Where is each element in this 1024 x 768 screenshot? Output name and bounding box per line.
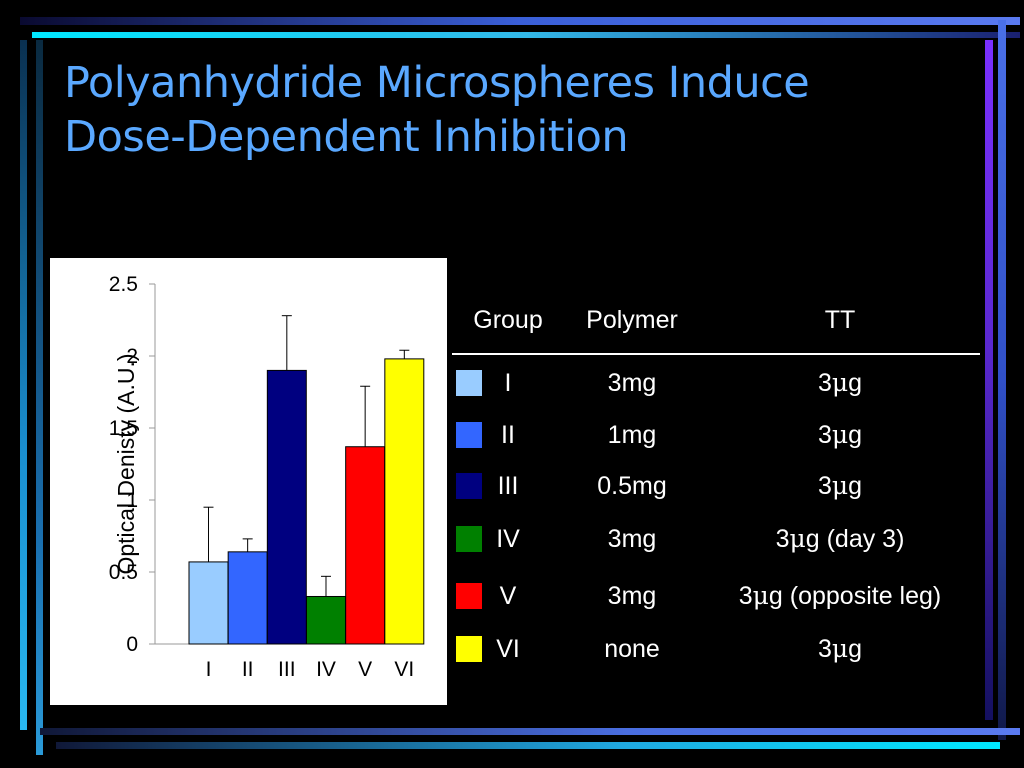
bar [384, 358, 425, 645]
tt-dose-number: 3 [738, 582, 753, 610]
x-category-label: III [278, 658, 296, 681]
table-row: III 0.5mg 3μg [452, 469, 982, 503]
tt-cell: 3μg [818, 418, 862, 452]
group-cell: V [499, 582, 517, 610]
header-divider [452, 353, 980, 355]
bar [266, 369, 307, 645]
table-row: II 1mg 3μg [452, 418, 982, 452]
tt-cell: 3μg [818, 632, 862, 666]
y-axis-label: Optical Denisty (A.U.) [113, 353, 139, 574]
bottom-decorative-line [40, 728, 1020, 735]
y-tick-label: 1 [126, 489, 138, 512]
polymer-cell: 3mg [607, 525, 657, 553]
y-tick-label: 1.5 [109, 417, 138, 440]
group-cell: IV [496, 525, 520, 553]
group-cell: II [501, 421, 515, 449]
tt-cell: 3μg (day 3) [776, 522, 905, 556]
table-row: IV 3mg 3μg (day 3) [452, 522, 982, 556]
y-tick-label: 2 [126, 345, 138, 368]
tt-dose-number: 3 [817, 472, 832, 500]
color-swatch [456, 422, 482, 448]
y-tick-label: 0.5 [109, 561, 138, 584]
column-header-polymer: Polymer [586, 306, 678, 334]
right-decorative-bar [985, 40, 993, 720]
color-swatch [456, 636, 482, 662]
tt-cell: 3μg (opposite leg) [739, 579, 941, 613]
top-decorative-line [20, 17, 1020, 25]
y-tick-label: 0 [126, 633, 138, 656]
tt-dose-number: 3 [817, 635, 832, 663]
x-category-label: VI [394, 658, 414, 681]
bar-chart-panel: 0 0.5 1 1.5 2 2.5 I II III IV V VI Optical Denisty… [50, 258, 447, 705]
bottom-decorative-line-accent [56, 742, 1000, 749]
tt-dose-rest: g [848, 472, 863, 500]
tt-dose-rest: g (opposite leg) [768, 582, 942, 610]
slide-title-line-1: Polyanhydride Microspheres Induce [64, 58, 810, 108]
x-category-label: I [206, 658, 212, 681]
color-swatch [456, 583, 482, 609]
tt-dose-rest: g [848, 421, 863, 449]
polymer-cell: 0.5mg [597, 472, 667, 500]
tt-dose-unit-prefix: μ [789, 524, 806, 553]
x-category-label: V [358, 658, 372, 681]
bar [345, 446, 386, 645]
table-row: VI none 3μg [452, 632, 982, 666]
group-cell: III [497, 472, 519, 500]
group-legend-table: Group Polymer TT I 3mg 3μg II 1mg 3μg III 0.5mg… [452, 306, 982, 686]
polymer-cell: 3mg [607, 369, 657, 397]
color-swatch [456, 526, 482, 552]
table-row: I 3mg 3μg [452, 366, 982, 400]
tt-dose-unit-prefix: μ [831, 634, 849, 663]
tt-dose-rest: g (day 3) [805, 525, 905, 553]
slide-title-line-2: Dose-Dependent Inhibition [64, 112, 629, 162]
bar [188, 561, 229, 645]
left-decorative-bar [20, 40, 27, 730]
color-swatch [456, 370, 482, 396]
tt-dose-rest: g [848, 635, 863, 663]
tt-dose-number: 3 [817, 421, 832, 449]
x-category-label: II [242, 658, 254, 681]
error-bars [203, 315, 410, 597]
tt-dose-unit-prefix: μ [831, 420, 849, 449]
group-cell: VI [496, 635, 520, 663]
slide-title: Polyanhydride Microspheres Induce Dose-D… [64, 56, 964, 164]
polymer-cell: none [604, 635, 660, 663]
x-category-label: IV [316, 658, 336, 681]
tt-dose-unit-prefix: μ [831, 471, 849, 500]
column-header-group: Group [473, 306, 543, 334]
left-decorative-bar-inner [36, 40, 43, 755]
color-swatch [456, 473, 482, 499]
x-axis-categories: I II III IV V VI [206, 658, 415, 681]
tt-cell: 3μg [818, 366, 862, 400]
column-header-tt: TT [824, 306, 856, 334]
polymer-cell: 3mg [607, 582, 657, 610]
y-axis: 0 0.5 1 1.5 2 2.5 [109, 273, 420, 656]
right-decorative-bar-outer [998, 20, 1006, 740]
tt-dose-unit-prefix: μ [752, 581, 769, 610]
tt-cell: 3μg [818, 469, 862, 503]
polymer-cell: 1mg [607, 421, 657, 449]
tt-dose-unit-prefix: μ [831, 368, 849, 397]
bar [306, 595, 346, 645]
group-cell: I [504, 369, 512, 397]
tt-dose-number: 3 [817, 369, 832, 397]
table-row: V 3mg 3μg (opposite leg) [452, 579, 982, 613]
tt-dose-number: 3 [775, 525, 790, 553]
bar-chart: 00.511.522.5 I II III IV V VI Optical Denisty… [109, 273, 425, 681]
bars [188, 358, 425, 645]
top-decorative-line-accent [32, 32, 1020, 38]
tt-dose-rest: g [848, 369, 863, 397]
y-tick-label: 2.5 [109, 273, 138, 296]
bar [227, 551, 268, 645]
